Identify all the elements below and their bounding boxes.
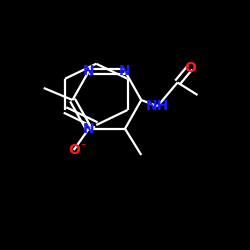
Text: NH: NH <box>146 99 169 113</box>
Text: O: O <box>184 60 196 74</box>
Text: ⁻: ⁻ <box>81 142 86 152</box>
Text: O: O <box>68 143 80 157</box>
Text: N: N <box>119 64 131 78</box>
Text: N: N <box>83 64 94 78</box>
Text: N: N <box>83 122 94 136</box>
